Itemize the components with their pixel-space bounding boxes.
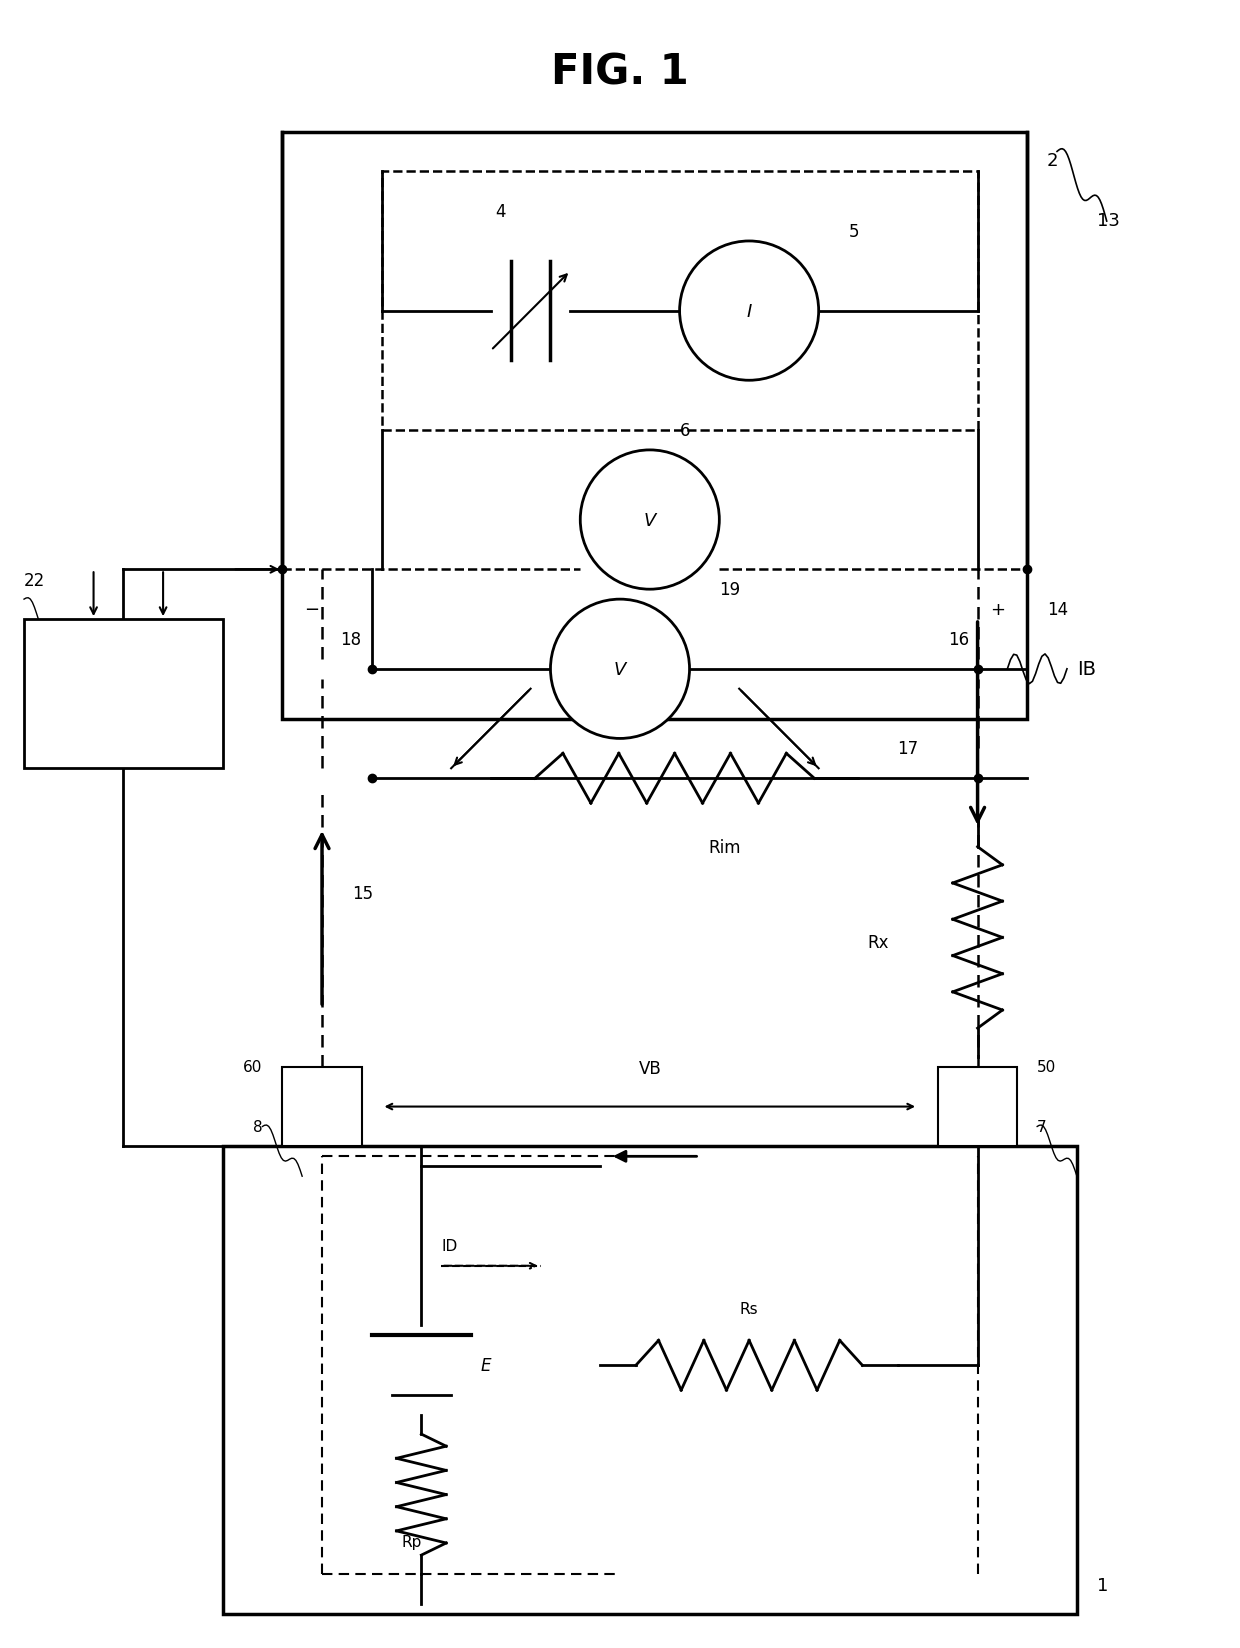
Text: 8: 8 (253, 1119, 263, 1134)
Bar (382, 171, 977, 430)
Bar (937, 1068, 1017, 1147)
Text: ID: ID (441, 1239, 458, 1254)
Text: V: V (614, 661, 626, 679)
Text: 22: 22 (24, 572, 46, 590)
Text: −: − (305, 602, 320, 618)
Text: 18: 18 (341, 631, 362, 649)
Text: 60: 60 (243, 1060, 263, 1074)
Text: 50: 50 (1037, 1060, 1056, 1074)
Text: FIG. 1: FIG. 1 (551, 51, 689, 94)
Text: 13: 13 (1096, 213, 1120, 231)
Text: 6: 6 (680, 422, 691, 440)
Text: 14: 14 (1047, 602, 1068, 618)
Circle shape (551, 600, 689, 738)
Text: VB: VB (639, 1060, 661, 1078)
Text: 16: 16 (947, 631, 968, 649)
Text: 1: 1 (1096, 1575, 1109, 1594)
Text: 2: 2 (1047, 152, 1059, 170)
Circle shape (580, 450, 719, 590)
Text: +: + (990, 602, 1004, 618)
Text: IB: IB (1076, 659, 1096, 679)
Text: 15: 15 (352, 883, 373, 901)
Text: Rim: Rim (708, 839, 740, 857)
Bar (24, 620, 223, 770)
Text: 7: 7 (1037, 1119, 1047, 1134)
Bar (223, 1147, 1076, 1613)
Text: V: V (644, 511, 656, 529)
Bar (283, 132, 1027, 719)
Text: Rs: Rs (740, 1300, 759, 1315)
Bar (283, 1068, 362, 1147)
Text: 19: 19 (719, 580, 740, 598)
Text: CONTROLLER: CONTROLLER (84, 689, 162, 699)
Text: 17: 17 (897, 740, 918, 758)
Text: I: I (746, 303, 751, 320)
Text: Rx: Rx (868, 934, 889, 953)
Circle shape (680, 242, 818, 381)
Text: E: E (481, 1356, 491, 1374)
Text: 4: 4 (496, 203, 506, 221)
Text: Rp: Rp (402, 1534, 422, 1549)
Text: 5: 5 (848, 222, 859, 241)
